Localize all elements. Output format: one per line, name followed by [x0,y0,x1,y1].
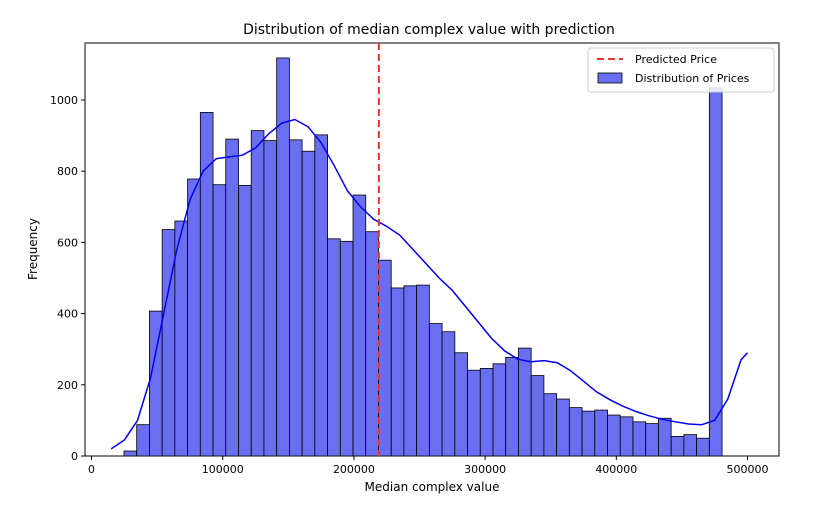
histogram-bar [441,331,456,457]
histogram-bar [365,231,379,457]
histogram-bar [428,323,443,457]
x-tick-label: 300000 [464,463,506,476]
histogram-bar [174,220,188,457]
y-tick-label: 200 [57,379,78,392]
histogram-bar [658,417,672,457]
y-tick-label: 1000 [50,94,78,107]
histogram-bar [390,287,405,457]
y-tick-label: 0 [71,450,78,463]
histogram-bar [378,259,392,457]
x-tick-label: 0 [88,463,95,476]
histogram-bar [632,421,647,457]
histogram-bars [123,57,723,457]
x-tick-label: 200000 [333,463,375,476]
x-tick-label: 100000 [202,463,244,476]
histogram-bar [607,414,621,457]
histogram-bar [301,150,316,457]
legend-predicted-label: Predicted Price [635,53,717,66]
histogram-bar [708,87,723,457]
legend-distribution-label: Distribution of Prices [635,72,750,85]
histogram-bar [288,139,303,457]
y-axis-ticks: 0 200 400 600 800 1000 [50,94,85,463]
y-tick-label: 600 [57,236,78,249]
histogram-bar [619,416,634,457]
histogram-bar [327,238,341,457]
legend: Predicted Price Distribution of Prices [587,47,775,93]
histogram-bar [263,140,278,457]
histogram-bar [187,178,201,457]
histogram-bar [696,437,710,457]
histogram-bar [276,57,290,457]
histogram-bar [225,138,239,457]
histogram-bar [530,375,545,457]
histogram-bar [518,347,532,457]
x-tick-label: 400000 [595,463,637,476]
legend-box [587,47,775,93]
histogram-bar [250,130,265,457]
legend-distribution-swatch [597,72,623,84]
histogram-bar [479,368,494,457]
histogram-bar [314,134,328,457]
histogram-bar [339,240,354,457]
histogram-bar [568,407,583,457]
histogram-bar [543,393,558,457]
histogram-bar [670,436,685,457]
histogram-bar [123,450,138,457]
y-tick-label: 800 [57,165,78,178]
histogram-bar [212,184,227,457]
y-tick-label: 400 [57,308,78,321]
histogram-bar [594,409,608,457]
x-axis-ticks: 0 100000 200000 300000 400000 500000 [88,456,769,476]
kde-curve [110,118,749,450]
histogram-bar [238,185,252,457]
histogram-bar [492,363,507,457]
x-axis-label: Median complex value [365,480,500,494]
histogram-bar [683,434,698,457]
histogram-bar [454,352,468,457]
histogram-bar [352,194,367,457]
y-axis-label: Frequency [26,218,40,280]
x-tick-label: 500000 [727,463,769,476]
histogram-bar [467,369,481,457]
histogram-bar [556,398,570,457]
histogram-bar [581,410,596,457]
histogram-bar [136,424,150,457]
histogram-bar [161,229,176,457]
histogram-bar [505,356,519,457]
chart-title: Distribution of median complex value wit… [243,22,615,38]
histogram-bar [645,423,659,457]
histogram-bar [416,284,430,457]
histogram-bar [403,285,418,457]
